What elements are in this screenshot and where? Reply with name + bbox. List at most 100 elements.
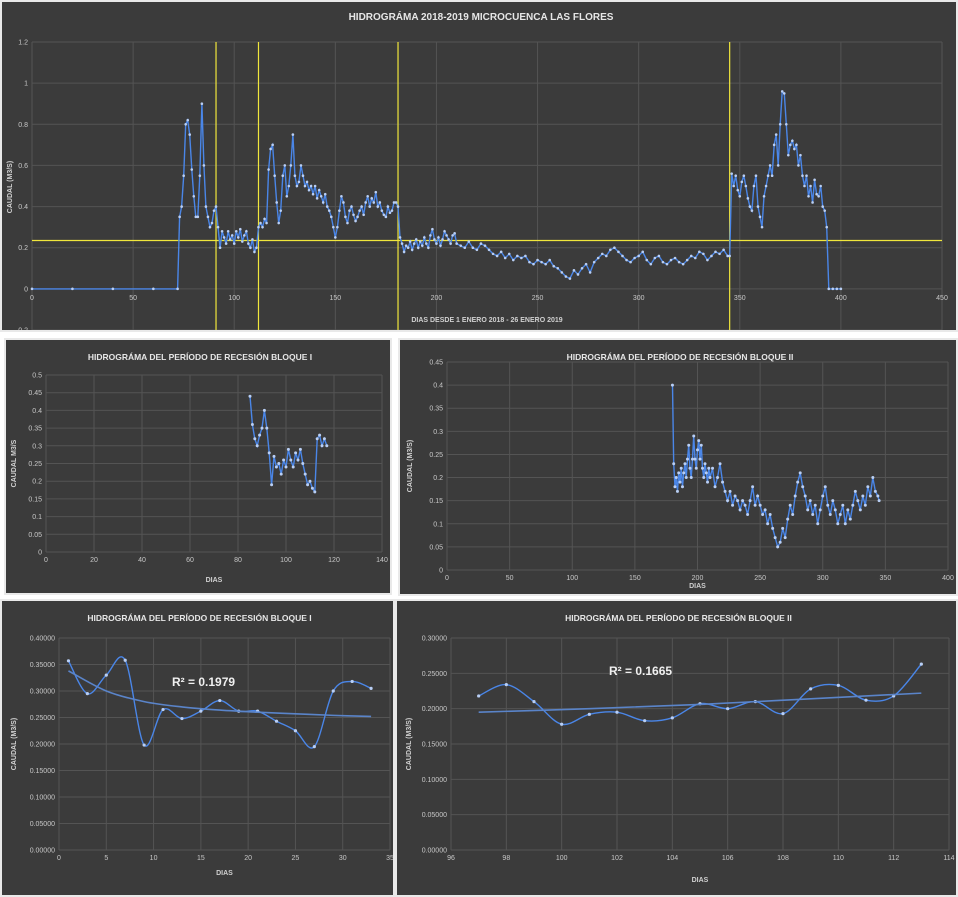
y-tick-label: 1.2 [18,40,28,47]
data-point [851,503,855,507]
data-point [441,238,444,241]
x-tick-label: 100 [556,855,568,862]
data-point [315,437,319,441]
data-point [703,462,707,466]
x-tick-label: 400 [942,575,954,582]
data-point [580,266,584,270]
data-point [250,423,254,427]
y-tick-label: 0.25 [28,461,42,468]
data-point [781,712,785,716]
data-point [180,716,184,721]
y-tick-label: 0.25000 [30,715,55,722]
data-point [772,143,776,147]
data-point [704,471,708,475]
data-point [142,743,146,747]
data-point [406,246,410,250]
data-point [544,262,547,266]
recession-block1-trend-panel: HIDROGRÁMA DEL PERÍODO DE RECESIÓN BLOQU… [0,599,395,897]
y-tick-label: 0.1 [433,521,443,528]
data-point [279,209,283,212]
data-point [823,209,827,212]
x-tick-label: 350 [880,575,892,582]
data-point [762,194,766,198]
y-tick-label: 0.6 [18,163,28,170]
data-point [793,494,797,498]
x-tick-label: 104 [666,855,678,862]
data-point [152,287,155,291]
data-point [754,174,758,178]
x-tick-label: 300 [817,575,829,582]
data-point [192,194,196,198]
data-point [801,485,805,489]
data-point [262,408,266,412]
data-point [257,225,260,229]
data-point [416,246,420,250]
data-point [184,122,187,126]
x-tick-label: 450 [936,295,948,302]
data-point [348,209,351,212]
data-point [214,205,218,208]
data-point [291,133,295,136]
data-point [520,256,523,260]
data-point [524,254,527,258]
data-point [293,174,297,178]
y-tick-label: 0.15 [28,496,42,503]
data-point [625,258,628,262]
data-point [699,443,703,447]
y-tick-label: 0.4 [32,408,42,415]
data-point [649,262,653,266]
data-point [435,242,438,245]
data-point [445,234,448,237]
data-point [178,215,181,219]
x-tick-label: 150 [329,295,341,302]
data-point [784,122,788,126]
data-point [588,271,592,274]
data-point [698,457,702,461]
data-point [706,258,709,262]
data-point [560,722,564,726]
x-tick-label: 120 [328,557,340,564]
data-point [310,486,314,490]
data-point [245,229,248,233]
data-point [306,483,310,487]
data-point [362,213,365,217]
x-tick-label: 102 [611,855,623,862]
data-point [253,250,256,254]
data-point [218,246,222,250]
data-point [265,426,269,430]
data-point [592,260,596,264]
data-point [685,258,689,262]
data-point [811,201,814,204]
data-point [680,485,684,489]
data-point [327,209,331,212]
data-point [222,236,226,239]
data-point [298,447,302,451]
data-point [471,246,475,250]
data-point [382,213,386,217]
data-point [768,164,772,167]
data-point [224,242,228,245]
y-tick-label: 0.00000 [30,848,55,855]
data-point [731,503,735,507]
data-point [376,205,380,208]
data-point [815,192,818,196]
data-point [194,215,198,219]
y-tick-label: 0 [24,286,28,293]
data-point [774,133,778,136]
y-tick-label: 0.5 [32,373,42,380]
x-tick-label: 50 [506,575,514,582]
data-point [366,194,369,198]
data-point [871,476,875,480]
data-point [380,209,384,212]
data-point [684,476,688,480]
data-point [443,229,446,233]
data-point [459,244,463,247]
data-point [196,215,200,219]
data-point [776,545,780,549]
data-point [688,466,692,470]
data-point [621,254,624,258]
data-point [291,465,295,469]
data-point [342,201,345,204]
data-point [736,188,740,192]
data-point [710,254,713,258]
